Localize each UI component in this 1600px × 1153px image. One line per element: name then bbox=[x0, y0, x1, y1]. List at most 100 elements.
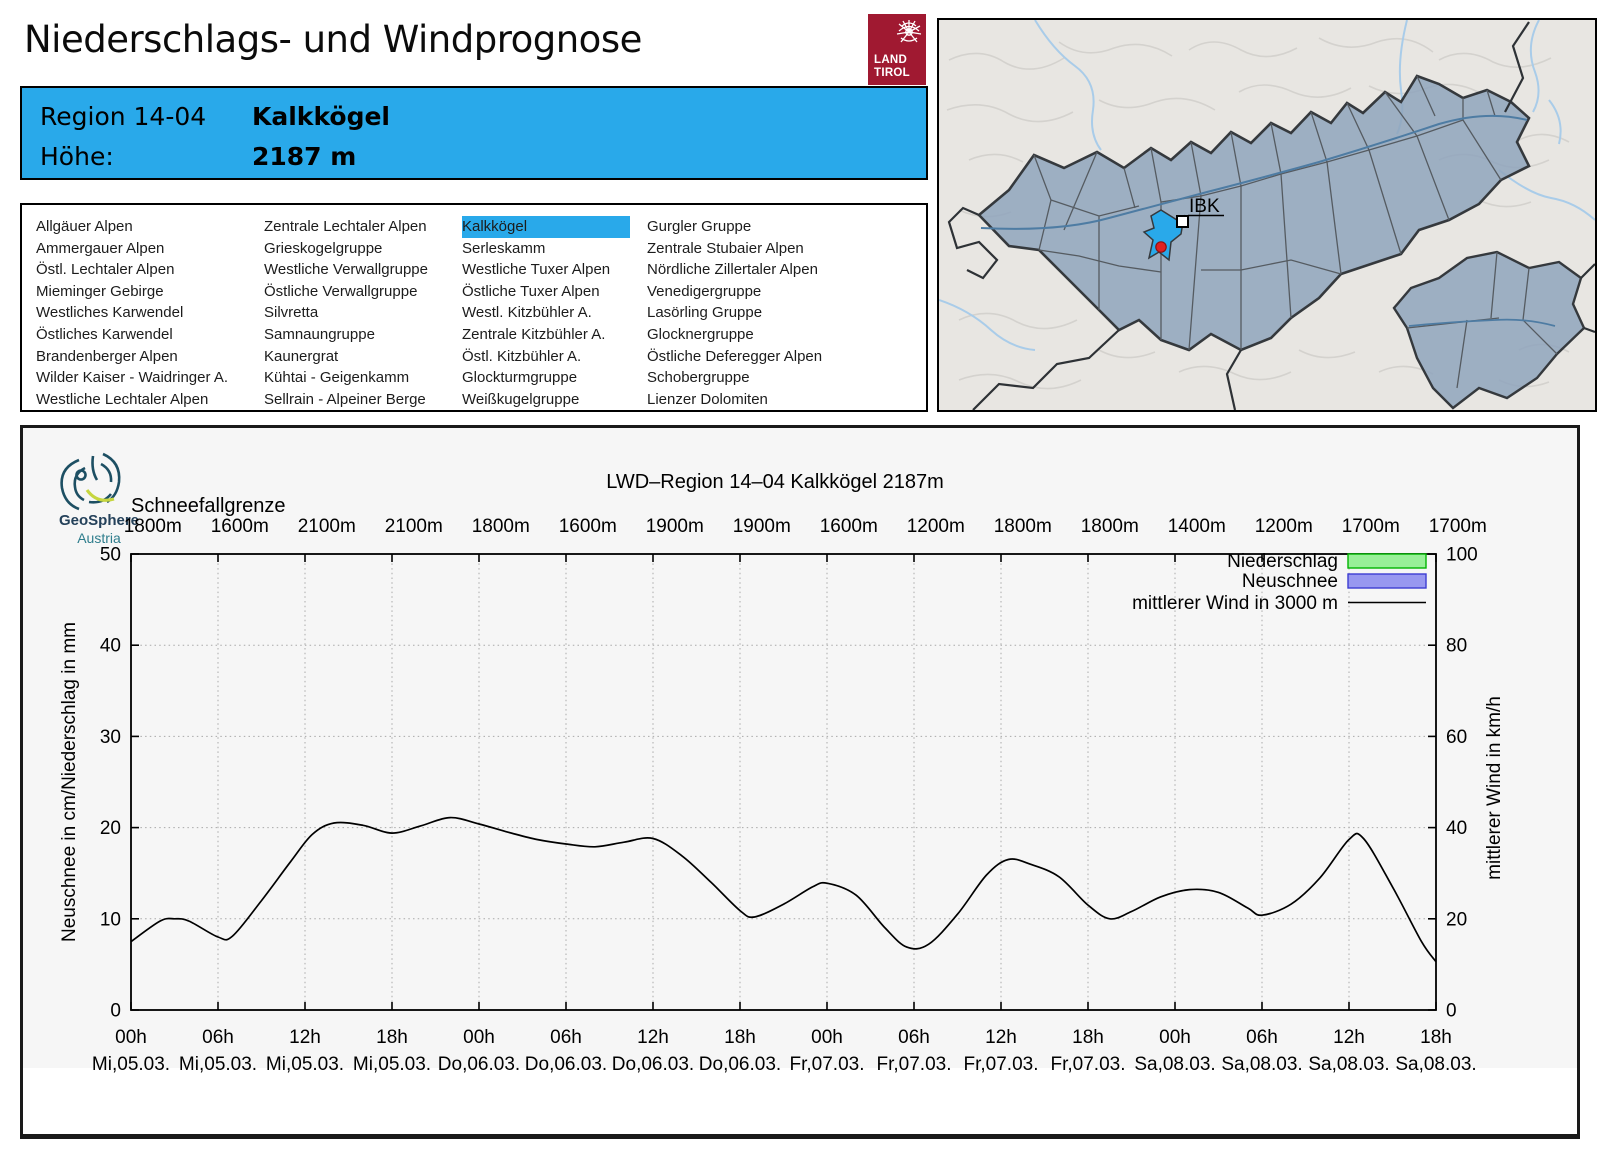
x-tick-hour: 06h bbox=[202, 1027, 234, 1048]
region-list-item[interactable]: Westliche Tuxer Alpen bbox=[462, 261, 611, 279]
region-list-item[interactable]: Östl. Kitzbühler A. bbox=[462, 347, 582, 365]
region-list-item[interactable]: Östliche Deferegger Alpen bbox=[647, 347, 823, 365]
tirol-overview-map[interactable]: IBK bbox=[937, 18, 1597, 412]
plot-border bbox=[130, 553, 1437, 1011]
x-tick-hour: 06h bbox=[898, 1027, 930, 1048]
tirol-logo-text: LAND TIROL bbox=[874, 54, 910, 79]
schneefallgrenze-value: 1900m bbox=[733, 516, 791, 537]
page-title: Niederschlags- und Windprognose bbox=[24, 18, 642, 61]
region-list-item[interactable]: Lasörling Gruppe bbox=[647, 304, 763, 322]
schneefallgrenze-value: 1600m bbox=[559, 516, 617, 537]
x-tick-date: Sa,08.03. bbox=[1134, 1054, 1215, 1075]
region-list-item[interactable]: Gurgler Gruppe bbox=[647, 218, 752, 235]
x-axis-ticks: 00h Mi,05.03. 06h Mi,05.03. 12h Mi,05.03. 18h M… bbox=[92, 1027, 1477, 1075]
schneefallgrenze-value: 1400m bbox=[1168, 516, 1226, 537]
y-tick-label: 10 bbox=[100, 909, 121, 930]
x-tick-date: Mi,05.03. bbox=[179, 1054, 257, 1075]
y-tick-label: 30 bbox=[100, 727, 121, 748]
y-tick-label: 40 bbox=[100, 636, 121, 657]
map-east-tirol-regions bbox=[1392, 250, 1586, 410]
region-list-item[interactable]: Nördliche Zillertaler Alpen bbox=[647, 261, 818, 279]
state-border-line bbox=[947, 21, 1596, 411]
schneefallgrenze-value: 1600m bbox=[211, 516, 269, 537]
region-list-item[interactable]: Weißkugelgruppe bbox=[462, 390, 580, 408]
station-dot bbox=[1155, 241, 1167, 253]
y2-tick-label: 40 bbox=[1446, 818, 1467, 839]
region-list-item[interactable]: Brandenberger Alpen bbox=[36, 347, 178, 365]
region-list-item[interactable]: Östliche Tuxer Alpen bbox=[462, 282, 600, 300]
x-tick-hour: 18h bbox=[724, 1027, 756, 1048]
y2-tick-label: 80 bbox=[1446, 636, 1467, 657]
region-list-column-3: Kalkkögel Serleskamm Westliche Tuxer Alpen… bbox=[462, 216, 630, 410]
region-list-column-2: Zentrale Lechtaler Alpen Grieskogelgruppe… bbox=[264, 216, 456, 410]
x-tick-hour: 00h bbox=[1159, 1027, 1191, 1048]
region-number-label: Region 14-04 bbox=[40, 102, 207, 131]
region-list-item[interactable]: Kühtai - Geigenkamm bbox=[264, 369, 410, 387]
region-list-item[interactable]: Venedigergruppe bbox=[647, 282, 762, 300]
x-tick-date: Sa,08.03. bbox=[1308, 1054, 1389, 1075]
region-list-item[interactable]: Westliches Karwendel bbox=[36, 304, 184, 322]
y-tick-label: 50 bbox=[100, 545, 121, 566]
forecast-chart: GeoSphere Austria LWD–Region 14–04 Kalkk… bbox=[20, 425, 1580, 1139]
region-list-item[interactable]: Glocknergruppe bbox=[647, 325, 754, 343]
region-list-item[interactable]: Wilder Kaiser - Waidringer A. bbox=[36, 369, 228, 387]
schneefallgrenze-value: 1800m bbox=[1081, 516, 1139, 537]
x-tick-hour: 00h bbox=[463, 1027, 495, 1048]
x-tick-date: Fr,07.03. bbox=[790, 1054, 865, 1075]
region-list-item[interactable]: Kaunergrat bbox=[264, 347, 339, 365]
region-list-item[interactable]: Samnaungruppe bbox=[264, 325, 375, 343]
region-list-item[interactable]: Westl. Kitzbühler A. bbox=[462, 304, 592, 322]
region-list-item[interactable]: Westliche Lechtaler Alpen bbox=[36, 390, 209, 408]
x-tick-hour: 06h bbox=[550, 1027, 582, 1048]
schneefallgrenze-value: 1700m bbox=[1342, 516, 1400, 537]
x-tick-date: Do,06.03. bbox=[438, 1054, 520, 1075]
region-list-item[interactable]: Schobergruppe bbox=[647, 369, 750, 387]
region-list-item[interactable]: Östliches Karwendel bbox=[36, 325, 173, 343]
region-list-item[interactable]: Zentrale Kitzbühler A. bbox=[462, 325, 606, 343]
x-tick-date: Do,06.03. bbox=[612, 1054, 694, 1075]
region-list-item[interactable]: Mieminger Gebirge bbox=[36, 282, 164, 300]
y2-tick-label: 100 bbox=[1446, 545, 1478, 566]
y2-tick-label: 20 bbox=[1446, 909, 1467, 930]
y-tick-label: 0 bbox=[110, 1001, 121, 1022]
region-list-item[interactable]: Lienzer Dolomiten bbox=[647, 390, 768, 408]
schneefallgrenze-value: 1800m bbox=[994, 516, 1052, 537]
land-tirol-logo: LAND TIROL bbox=[868, 14, 926, 85]
y-axis-right-ticks: 0 20 40 60 80 100 bbox=[1446, 545, 1478, 1022]
x-tick-date: Mi,05.03. bbox=[353, 1054, 431, 1075]
region-list-item[interactable]: Zentrale Stubaier Alpen bbox=[647, 239, 804, 257]
x-tick-hour: 18h bbox=[1420, 1027, 1452, 1048]
x-tick-date: Do,06.03. bbox=[525, 1054, 607, 1075]
x-tick-date: Mi,05.03. bbox=[92, 1054, 170, 1075]
x-tick-date: Fr,07.03. bbox=[1051, 1054, 1126, 1075]
schneefallgrenze-value: 1200m bbox=[907, 516, 965, 537]
y2-tick-label: 0 bbox=[1446, 1001, 1457, 1022]
legend-label-wind: mittlerer Wind in 3000 m bbox=[1132, 593, 1338, 614]
svg-text:Austria: Austria bbox=[77, 530, 121, 546]
x-tick-date: Do,06.03. bbox=[699, 1054, 781, 1075]
region-list-item[interactable]: Östliche Verwallgruppe bbox=[264, 282, 418, 300]
region-list-item[interactable]: Sellrain - Alpeiner Berge bbox=[264, 390, 426, 408]
region-list-item[interactable]: Allgäuer Alpen bbox=[36, 218, 133, 235]
y2-tick-label: 60 bbox=[1446, 727, 1467, 748]
tirol-eagle-icon bbox=[896, 20, 922, 43]
y-tick-label: 20 bbox=[100, 818, 121, 839]
region-list-item[interactable]: Westliche Verwallgruppe bbox=[264, 261, 428, 279]
x-tick-hour: 00h bbox=[115, 1027, 147, 1048]
x-tick-date: Fr,07.03. bbox=[877, 1054, 952, 1075]
x-tick-date: Sa,08.03. bbox=[1395, 1054, 1476, 1075]
x-tick-hour: 06h bbox=[1246, 1027, 1278, 1048]
wind-series-line bbox=[130, 816, 1437, 963]
region-list-item[interactable]: Östl. Lechtaler Alpen bbox=[36, 261, 175, 279]
region-list-item[interactable]: Silvretta bbox=[264, 304, 319, 322]
region-list-item-selected[interactable]: Kalkkögel bbox=[462, 216, 630, 238]
region-list-item[interactable]: Serleskamm bbox=[462, 239, 546, 257]
region-list-item[interactable]: Glockturmgruppe bbox=[462, 369, 578, 387]
x-tick-hour: 12h bbox=[637, 1027, 669, 1048]
region-list-item[interactable]: Ammergauer Alpen bbox=[36, 239, 165, 257]
x-tick-hour: 18h bbox=[1072, 1027, 1104, 1048]
region-list-item[interactable]: Grieskogelgruppe bbox=[264, 239, 383, 257]
schneefallgrenze-value: 1700m bbox=[1429, 516, 1487, 537]
schneefallgrenze-value: 1200m bbox=[1255, 516, 1313, 537]
region-list-item[interactable]: Zentrale Lechtaler Alpen bbox=[264, 218, 427, 235]
